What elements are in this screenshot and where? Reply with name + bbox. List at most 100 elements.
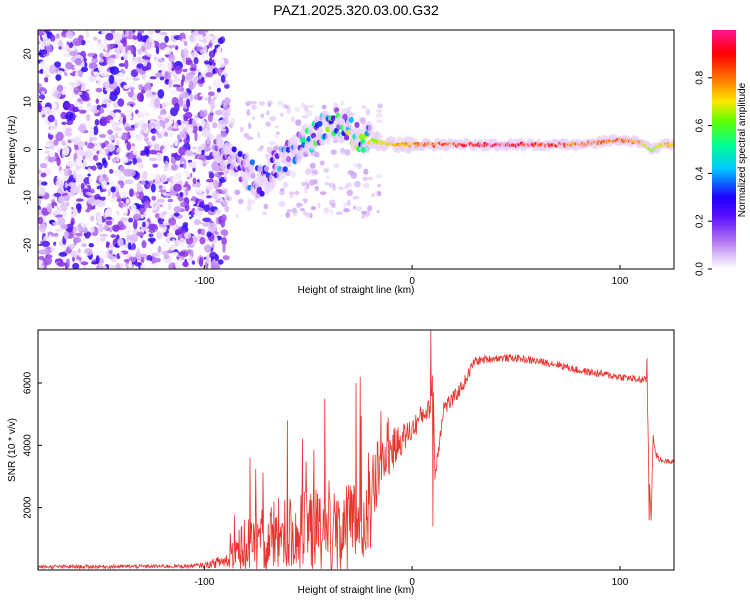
spectrogram-speckle xyxy=(132,150,141,156)
spectrogram-speckle xyxy=(110,66,119,75)
spectrogram-speckle xyxy=(49,109,55,115)
spectrogram-speckle xyxy=(203,146,212,152)
spectrogram-speckle xyxy=(138,84,144,91)
spectrogram-ridge-blob xyxy=(282,166,288,173)
snr-y-label: SNR (10 * v/v) xyxy=(7,418,18,482)
snr-y-tick-label: 6000 xyxy=(23,371,34,394)
spectrogram-speckle xyxy=(200,118,206,128)
spectrogram-speckle xyxy=(134,122,139,129)
spectrogram-speckle xyxy=(199,256,204,267)
spectrogram-speckle xyxy=(130,204,137,212)
spectrogram-ridge-blob xyxy=(231,146,237,153)
spectrogram-speckle xyxy=(174,240,179,247)
spectrogram-speckle xyxy=(127,242,132,251)
spectrogram-speckle xyxy=(73,64,82,71)
colorbar-gradient xyxy=(712,30,736,269)
spectrogram-speckle xyxy=(91,165,97,171)
spectrogram-speckle xyxy=(216,168,220,173)
spectrogram-speckle xyxy=(301,198,309,202)
spectrogram-speckle xyxy=(78,109,87,114)
spectrogram-speckle xyxy=(269,116,277,122)
spectrogram-ridge-blob xyxy=(264,165,270,172)
spectrogram-speckle xyxy=(84,141,88,146)
colorbar-tick-label: 0.8 xyxy=(695,70,706,84)
spectrogram-speckle xyxy=(212,79,222,88)
spectrogram-speckle xyxy=(215,109,223,116)
spectrogram-speckle xyxy=(339,149,346,155)
spectrogram-speckle xyxy=(80,66,89,73)
spectrogram-speckle xyxy=(47,114,55,123)
spectrogram-speckle xyxy=(72,170,77,179)
spectrogram-speckle xyxy=(174,228,183,235)
spectrogram-speckle xyxy=(294,107,301,112)
spectrogram-speckle xyxy=(108,74,115,85)
spectrogram-speckle xyxy=(141,122,148,130)
spectrogram-speckle xyxy=(206,178,214,183)
spectrogram-speckle xyxy=(72,226,77,235)
spectrogram-speckle xyxy=(151,195,157,201)
spectrogram-speckle xyxy=(43,106,51,112)
spectrogram-speckle xyxy=(160,174,167,183)
spectrogram-speckle xyxy=(263,203,269,210)
spectrogram-speckle xyxy=(260,113,265,119)
spectrogram-speckle xyxy=(136,92,144,102)
spectrogram-speckle xyxy=(268,141,276,146)
spectrogram-speckle xyxy=(91,56,98,64)
spectrogram-speckle xyxy=(143,260,153,268)
spectrogram-speckle xyxy=(38,94,46,100)
spectrogram-speckle xyxy=(289,191,295,196)
spectrogram-speckle xyxy=(172,251,179,256)
spectrogram-speckle xyxy=(295,119,302,126)
spectrogram-speckle xyxy=(76,198,84,202)
spectrogram-speckle xyxy=(108,134,117,141)
spectrogram-speckle xyxy=(376,109,383,113)
spectrogram-speckle xyxy=(60,202,68,212)
spectrogram-speckle xyxy=(166,114,173,119)
spectrogram-speckle xyxy=(90,188,95,194)
spectrogram-speckle xyxy=(124,243,129,249)
spectrogram-speckle xyxy=(344,149,351,156)
spectrogram-speckle xyxy=(377,183,382,188)
spectrogram-speckle xyxy=(54,118,58,128)
spectrogram-speckle xyxy=(55,33,60,39)
spectrogram-speckle xyxy=(198,125,203,132)
spectrogram-speckle xyxy=(201,53,206,60)
spectrogram-speckle xyxy=(155,152,162,157)
spectrogram-speckle xyxy=(65,61,73,70)
spectrogram-speckle xyxy=(250,101,258,105)
spectrogram-speckle xyxy=(72,262,80,269)
spectrogram-speckle xyxy=(183,231,192,239)
spectrogram-speckle xyxy=(89,137,98,141)
spectrogram-speckle xyxy=(38,198,42,205)
colorbar: 0.0 0.2 0.4 0.6 0.8 Normalized spectral ampl… xyxy=(695,30,748,276)
spectrogram-speckle xyxy=(221,237,227,246)
spectrogram-speckle xyxy=(153,251,161,258)
spectrogram-speckle xyxy=(178,244,188,250)
colorbar-label: Normalized spectral amplitude xyxy=(737,82,748,217)
spectrogram-ridge-blob xyxy=(300,137,306,144)
spectrogram-speckle xyxy=(156,258,161,263)
spectrogram-speckle xyxy=(239,126,244,133)
spectrogram-speckle xyxy=(189,67,197,72)
spectrogram-speckle xyxy=(38,102,42,112)
spectrogram-speckle xyxy=(211,161,219,171)
spectrogram-speckle xyxy=(183,138,190,144)
spectrogram-speckle xyxy=(193,94,199,101)
spectrogram-speckle xyxy=(81,91,90,102)
spectrogram-speckle xyxy=(115,149,120,153)
spectrogram-speckle xyxy=(98,262,103,269)
spectrogram-speckle xyxy=(91,261,98,265)
spectrogram-speckle xyxy=(65,31,74,39)
spectrogram-ridge-blob xyxy=(250,173,256,179)
spectrogram-speckle xyxy=(124,59,129,70)
spectrogram-speckle xyxy=(296,203,304,207)
spectrogram-speckle xyxy=(106,142,116,152)
spectrogram-speckle xyxy=(321,104,327,110)
spectrogram-speckle xyxy=(164,78,170,85)
spectrogram-speckle xyxy=(73,236,77,246)
spectrogram-speckle xyxy=(289,194,294,199)
spectrogram-speckle xyxy=(151,263,159,269)
spectrogram-speckle xyxy=(352,205,357,210)
spectrogram-speckle xyxy=(101,30,109,36)
spectrogram-speckle xyxy=(77,204,82,214)
